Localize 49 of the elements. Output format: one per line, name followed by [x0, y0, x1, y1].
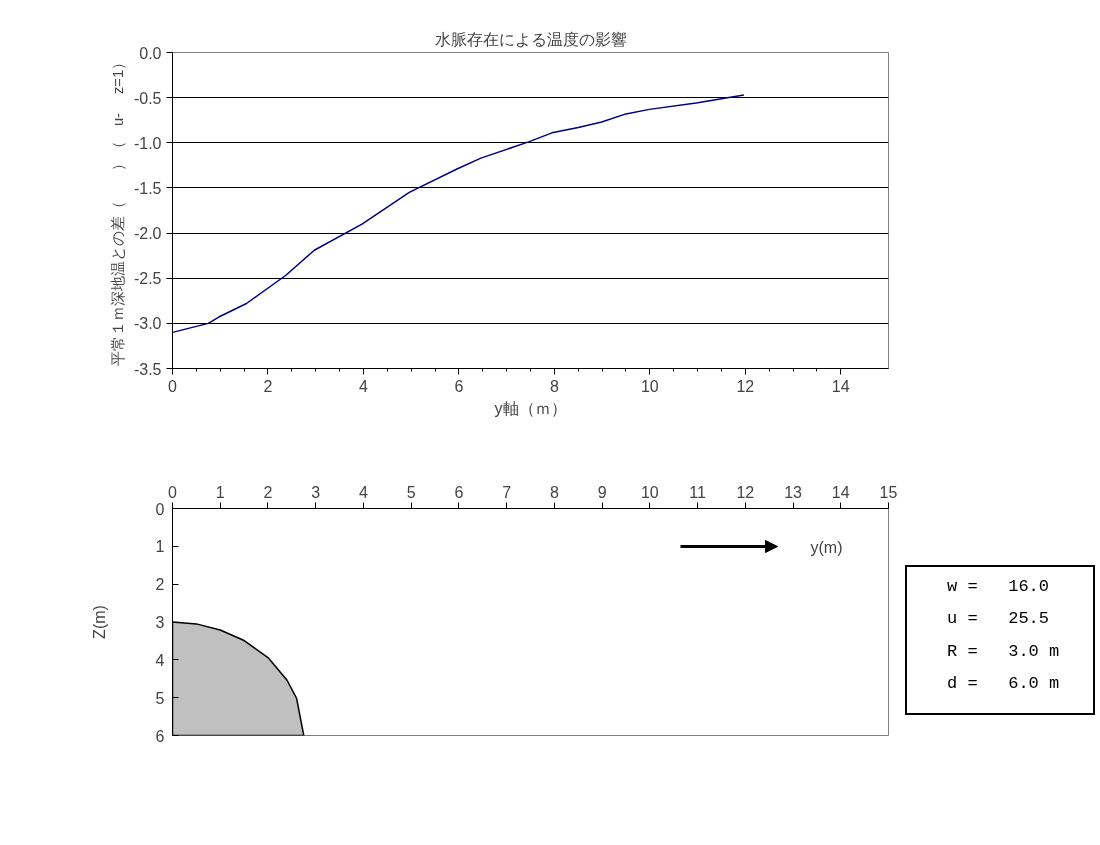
x-tick-label: 0 — [168, 483, 178, 501]
x-tick-label: 3 — [311, 483, 321, 501]
x-tick-label: 15 — [879, 483, 898, 501]
y-tick-label: -1.0 — [133, 134, 162, 152]
x-tick-label: 1 — [215, 483, 225, 501]
y-axis-title: 平常１ｍ深地温との差（ ）（ u- z=1） — [109, 54, 126, 367]
x-tick-label: 14 — [831, 483, 850, 501]
x-tick-label: 7 — [502, 483, 512, 501]
y-tick-label: -1.5 — [133, 179, 162, 197]
x-axis-title: y軸（ｍ） — [494, 399, 567, 417]
y-tick-label: -2.5 — [133, 270, 162, 288]
y-tick-label: 0 — [155, 500, 165, 518]
y-tick-label: -3.0 — [133, 315, 162, 333]
x-tick-label: 8 — [549, 377, 559, 395]
y-tick-label: 1 — [155, 538, 165, 556]
x-tick-label: 11 — [689, 483, 706, 501]
text: R = 3.0 m — [947, 640, 1060, 663]
text: d = 6.0 m — [947, 672, 1060, 695]
x-tick-label: 13 — [784, 483, 803, 501]
chart-title: 水脈存在による温度の影響 — [434, 30, 627, 48]
y-axis-title: Z(m) — [90, 605, 108, 639]
x-tick-label: 0 — [168, 377, 178, 395]
y-tick-label: 3 — [155, 614, 165, 631]
x-tick-label: 10 — [640, 377, 659, 395]
x-tick-label: 14 — [831, 377, 850, 395]
x-tick-label: 12 — [736, 377, 755, 395]
x-tick-label: 12 — [736, 483, 755, 501]
y-tick-label: -0.5 — [133, 89, 162, 107]
x-tick-label: 4 — [358, 377, 368, 395]
y-tick-label: 5 — [155, 689, 165, 707]
y-tick-label: 2 — [155, 576, 165, 594]
x-axis-title: y(m) — [810, 538, 843, 556]
line-series — [172, 94, 745, 334]
y-tick-label: 6 — [155, 727, 165, 745]
y-tick-label: -2.0 — [133, 225, 162, 243]
y-tick-label: -3.5 — [133, 360, 162, 378]
x-tick-label: 2 — [263, 377, 273, 395]
text: u = 25.5 — [947, 608, 1051, 631]
x-tick-label: 6 — [454, 377, 464, 395]
x-tick-label: 8 — [549, 483, 559, 501]
y-tick-label: 4 — [155, 651, 165, 669]
x-tick-label: 9 — [597, 483, 607, 501]
y-tick-label: 0.0 — [139, 44, 162, 62]
x-tick-label: 5 — [406, 483, 416, 501]
x-tick-label: 6 — [454, 483, 464, 501]
x-tick-label: 4 — [358, 483, 368, 501]
text: w = 16.0 — [947, 576, 1051, 598]
x-tick-label: 10 — [640, 483, 659, 501]
x-tick-label: 2 — [263, 483, 273, 501]
